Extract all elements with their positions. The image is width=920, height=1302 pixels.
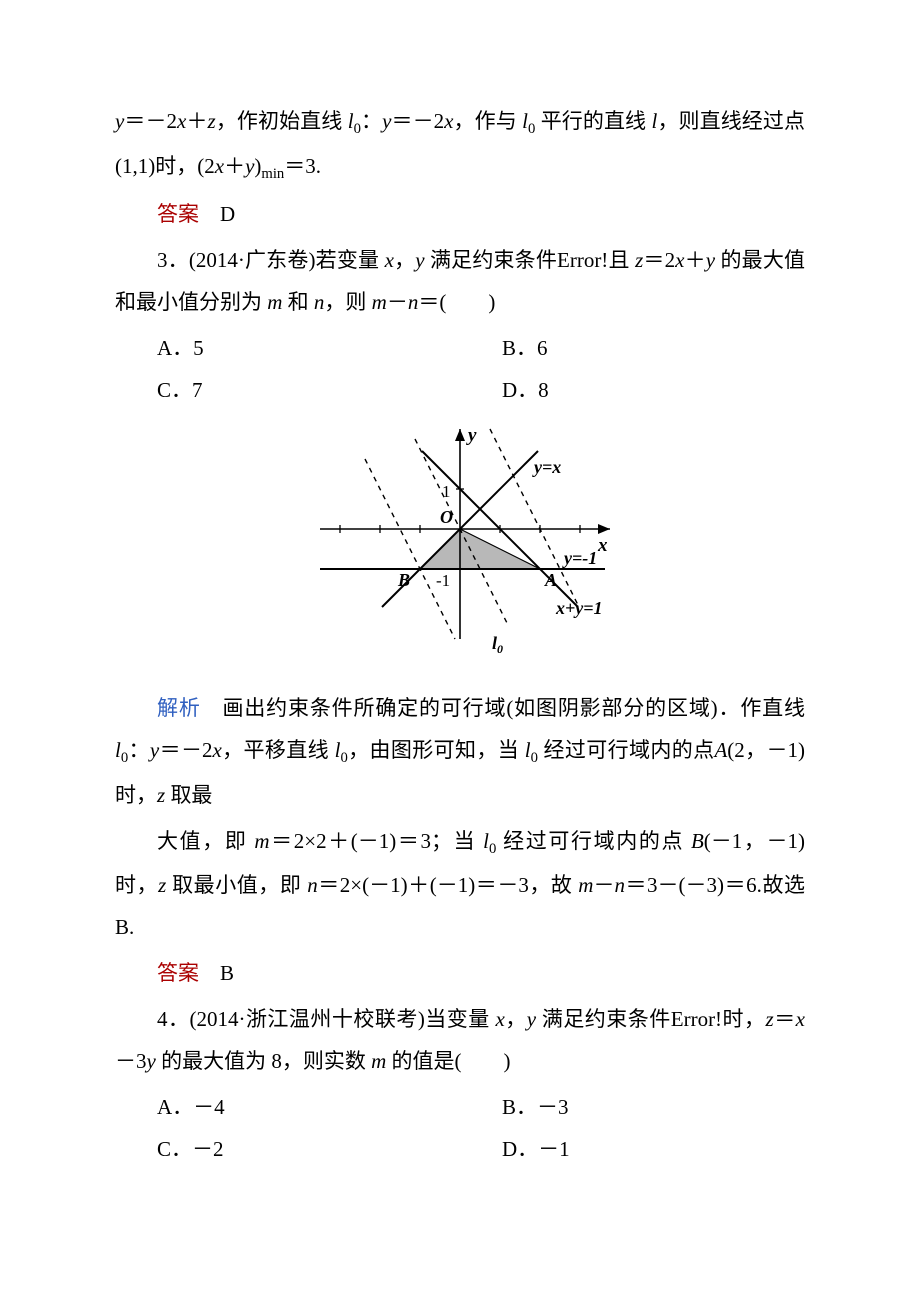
label-y-axis: y bbox=[466, 425, 477, 446]
q4-option-d: D．－1 bbox=[460, 1128, 805, 1170]
figure-svg: y x O 1 -1 A B l0 y=x y=-1 x+y=1 bbox=[295, 419, 625, 679]
shaded-region bbox=[420, 529, 540, 569]
explanation-3-p1: 解析 画出约束条件所确定的可行域(如图阴影部分的区域)．作直线 l0：y＝－2x… bbox=[115, 687, 805, 816]
label-x-axis: x bbox=[597, 535, 608, 556]
explanation-3-label: 解析 bbox=[157, 696, 201, 720]
figure-1: y x O 1 -1 A B l0 y=x y=-1 x+y=1 bbox=[115, 419, 805, 679]
q4-option-c: C．－2 bbox=[115, 1128, 460, 1170]
q3-option-a: A．5 bbox=[115, 327, 460, 369]
label-xy1: x+y=1 bbox=[555, 598, 603, 618]
question-4-options: A．－4 B．－3 C．－2 D．－1 bbox=[115, 1086, 805, 1170]
answer-3-label: 答案 bbox=[157, 961, 199, 985]
label-tick-ym1: -1 bbox=[436, 571, 450, 590]
q3-option-d: D．8 bbox=[460, 369, 805, 411]
question-3-options: A．5 B．6 C．7 D．8 bbox=[115, 327, 805, 411]
answer-1-value: D bbox=[220, 202, 235, 226]
question-3: 3．(2014·广东卷)若变量 x，y 满足约束条件Error!且 z＝2x＋y… bbox=[115, 239, 805, 323]
q3-option-b: B．6 bbox=[460, 327, 805, 369]
x-axis-arrow bbox=[598, 524, 610, 534]
y-axis-arrow bbox=[455, 429, 465, 441]
explanation-3-p2: 大值，即 m＝2×2＋(－1)＝3；当 l0 经过可行域内的点 B(－1，－1)… bbox=[115, 820, 805, 949]
label-l0: l0 bbox=[492, 633, 503, 656]
label-y-eq-m1: y=-1 bbox=[562, 548, 597, 568]
answer-3: 答案 B bbox=[115, 952, 805, 994]
answer-1: 答案 D bbox=[115, 193, 805, 235]
page: y＝－2x＋z，作初始直线 l0：y＝－2x，作与 l0 平行的直线 l，则直线… bbox=[0, 0, 920, 1302]
answer-3-value: B bbox=[220, 961, 234, 985]
q4-option-b: B．－3 bbox=[460, 1086, 805, 1128]
answer-1-label: 答案 bbox=[157, 202, 199, 226]
label-B: B bbox=[397, 570, 410, 590]
label-A: A bbox=[544, 570, 557, 590]
label-origin: O bbox=[440, 507, 453, 527]
q3-option-c: C．7 bbox=[115, 369, 460, 411]
intro-text-1: y bbox=[115, 109, 124, 133]
question-4: 4．(2014·浙江温州十校联考)当变量 x，y 满足约束条件Error!时，z… bbox=[115, 998, 805, 1082]
q4-option-a: A．－4 bbox=[115, 1086, 460, 1128]
label-tick-y1: 1 bbox=[442, 482, 451, 501]
intro-continuation: y＝－2x＋z，作初始直线 l0：y＝－2x，作与 l0 平行的直线 l，则直线… bbox=[115, 100, 805, 189]
line-l0 bbox=[415, 439, 508, 625]
label-y-eq-x: y=x bbox=[532, 457, 561, 477]
